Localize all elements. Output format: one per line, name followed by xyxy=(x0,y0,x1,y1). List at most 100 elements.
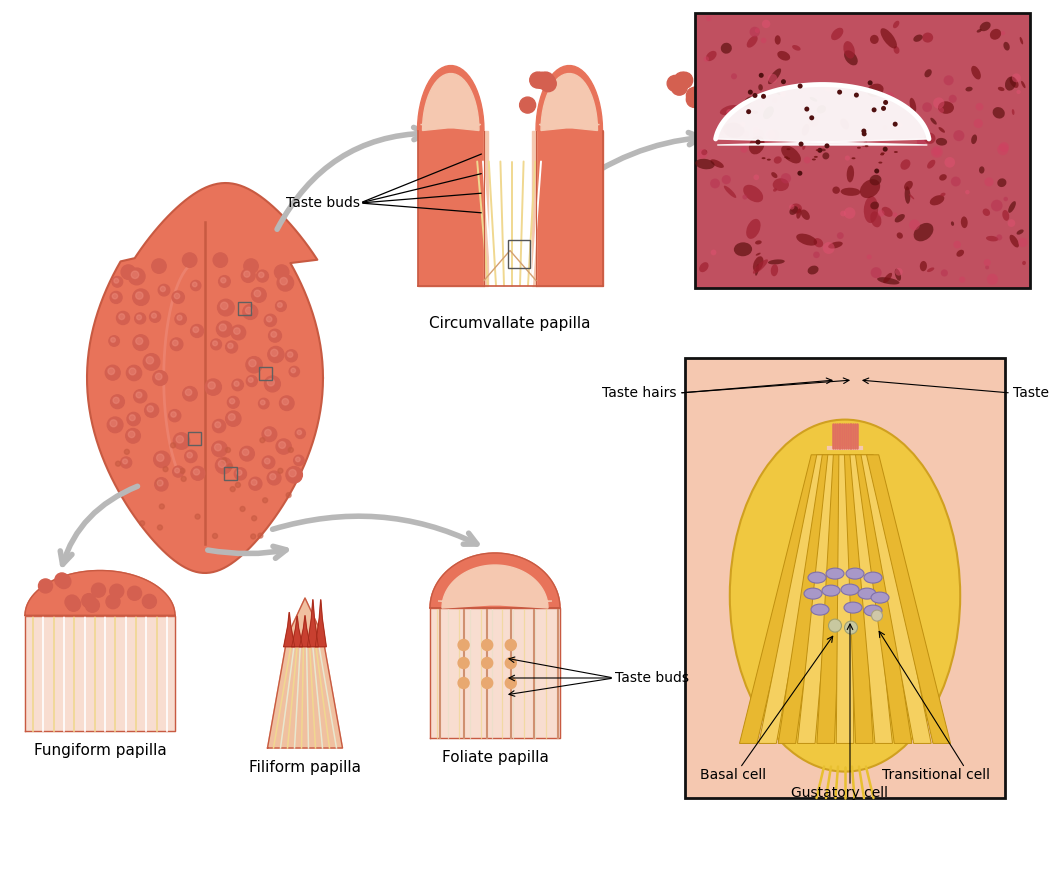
Polygon shape xyxy=(836,455,854,743)
Ellipse shape xyxy=(816,149,820,151)
Ellipse shape xyxy=(768,260,784,264)
Circle shape xyxy=(533,72,549,88)
Ellipse shape xyxy=(743,185,763,202)
Text: Basal cell: Basal cell xyxy=(700,768,766,782)
Circle shape xyxy=(158,525,163,530)
Polygon shape xyxy=(484,131,488,285)
Ellipse shape xyxy=(951,222,954,226)
Circle shape xyxy=(113,278,119,283)
Circle shape xyxy=(182,477,186,481)
Circle shape xyxy=(671,79,688,95)
Ellipse shape xyxy=(801,124,810,136)
Ellipse shape xyxy=(804,588,822,599)
Circle shape xyxy=(265,376,280,392)
Circle shape xyxy=(817,147,822,153)
Circle shape xyxy=(169,410,181,422)
Text: Circumvallate papilla: Circumvallate papilla xyxy=(429,316,591,331)
Circle shape xyxy=(156,454,164,462)
Circle shape xyxy=(185,450,197,463)
Circle shape xyxy=(881,106,886,111)
Ellipse shape xyxy=(846,165,854,183)
Ellipse shape xyxy=(881,153,885,155)
Circle shape xyxy=(760,104,764,109)
Circle shape xyxy=(173,433,190,449)
Circle shape xyxy=(191,466,205,480)
Circle shape xyxy=(878,210,884,216)
Ellipse shape xyxy=(844,50,858,65)
Circle shape xyxy=(248,377,253,382)
Circle shape xyxy=(127,586,142,600)
Ellipse shape xyxy=(986,236,999,241)
Ellipse shape xyxy=(998,87,1005,91)
Polygon shape xyxy=(536,65,603,131)
Ellipse shape xyxy=(763,106,774,119)
Ellipse shape xyxy=(864,196,878,223)
Circle shape xyxy=(205,379,222,396)
Circle shape xyxy=(252,288,267,302)
Circle shape xyxy=(706,16,712,21)
Circle shape xyxy=(875,169,879,174)
Ellipse shape xyxy=(938,102,954,114)
Ellipse shape xyxy=(784,156,789,158)
Circle shape xyxy=(948,94,957,103)
Ellipse shape xyxy=(971,66,981,79)
Ellipse shape xyxy=(711,159,723,168)
Circle shape xyxy=(289,470,296,477)
Circle shape xyxy=(798,84,802,88)
Circle shape xyxy=(286,466,302,483)
Ellipse shape xyxy=(840,118,849,130)
Circle shape xyxy=(279,396,294,411)
Circle shape xyxy=(740,122,746,127)
Circle shape xyxy=(220,277,226,283)
Circle shape xyxy=(762,19,771,28)
Ellipse shape xyxy=(983,208,990,216)
Circle shape xyxy=(267,316,272,322)
Circle shape xyxy=(172,466,184,477)
Circle shape xyxy=(756,140,760,145)
Circle shape xyxy=(134,313,146,324)
Circle shape xyxy=(973,118,983,128)
Circle shape xyxy=(128,268,145,285)
Polygon shape xyxy=(430,608,560,738)
Polygon shape xyxy=(430,553,560,608)
Ellipse shape xyxy=(755,240,761,245)
Ellipse shape xyxy=(882,207,892,217)
Circle shape xyxy=(256,270,269,282)
Circle shape xyxy=(119,313,125,320)
Circle shape xyxy=(160,504,165,509)
Ellipse shape xyxy=(790,206,798,215)
Circle shape xyxy=(171,411,176,417)
Circle shape xyxy=(765,130,776,140)
Circle shape xyxy=(258,398,269,409)
Circle shape xyxy=(987,274,999,285)
Circle shape xyxy=(530,72,546,88)
Circle shape xyxy=(65,595,79,609)
Circle shape xyxy=(883,125,887,130)
Ellipse shape xyxy=(1005,77,1016,91)
Ellipse shape xyxy=(753,260,768,274)
Ellipse shape xyxy=(758,84,763,91)
Ellipse shape xyxy=(814,238,823,247)
Polygon shape xyxy=(778,455,835,743)
Circle shape xyxy=(297,430,301,434)
Circle shape xyxy=(984,259,991,266)
Circle shape xyxy=(251,534,256,539)
Circle shape xyxy=(768,74,777,83)
Circle shape xyxy=(953,130,964,141)
Circle shape xyxy=(837,232,844,239)
Circle shape xyxy=(262,456,275,469)
Ellipse shape xyxy=(801,209,810,220)
Circle shape xyxy=(126,366,142,381)
Circle shape xyxy=(226,411,240,426)
Circle shape xyxy=(941,269,948,276)
Circle shape xyxy=(984,177,993,186)
Ellipse shape xyxy=(814,156,818,158)
Ellipse shape xyxy=(773,178,789,191)
Ellipse shape xyxy=(992,107,1005,118)
Circle shape xyxy=(57,575,70,589)
Ellipse shape xyxy=(723,185,736,198)
Ellipse shape xyxy=(1009,77,1018,88)
Circle shape xyxy=(55,573,69,587)
Circle shape xyxy=(711,250,716,255)
Ellipse shape xyxy=(817,105,826,114)
